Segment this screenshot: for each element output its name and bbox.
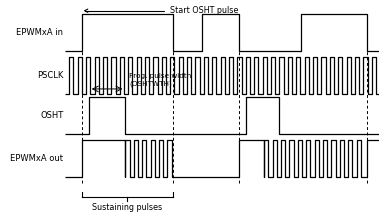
Text: Prog. pulse width
(OSHTWTH): Prog. pulse width (OSHTWTH) (129, 73, 191, 87)
Text: PSCLK: PSCLK (37, 71, 63, 80)
Text: OSHT: OSHT (40, 111, 63, 120)
Text: EPWMxA in: EPWMxA in (16, 28, 63, 37)
Text: EPWMxA out: EPWMxA out (10, 154, 63, 163)
Text: Sustaining pulses: Sustaining pulses (92, 202, 162, 212)
Text: Start OSHT pulse: Start OSHT pulse (85, 6, 238, 15)
